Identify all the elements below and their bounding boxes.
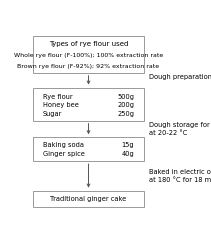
Text: Sugar: Sugar (43, 111, 62, 117)
Text: Dough storage for 5 days
at 20-22 °C: Dough storage for 5 days at 20-22 °C (149, 122, 211, 136)
Bar (33, 87, 144, 121)
Text: 250g: 250g (117, 111, 134, 117)
Text: Types of rye flour used: Types of rye flour used (49, 41, 128, 47)
Text: 500g: 500g (117, 94, 134, 100)
Text: Brown rye flour (F-92%); 92% extraction rate: Brown rye flour (F-92%); 92% extraction … (18, 64, 160, 69)
Bar (33, 137, 144, 161)
Text: Baking soda: Baking soda (43, 142, 84, 148)
Text: Baked in electric oven
at 180 °C for 18 min.: Baked in electric oven at 180 °C for 18 … (149, 169, 211, 183)
Bar (33, 191, 144, 207)
Text: 200g: 200g (117, 102, 134, 108)
Text: Ginger spice: Ginger spice (43, 152, 85, 158)
Text: Whole rye flour (F-100%); 100% extraction rate: Whole rye flour (F-100%); 100% extractio… (14, 53, 163, 58)
Text: Traditional ginger cake: Traditional ginger cake (50, 196, 127, 202)
Text: Dough preparation: Dough preparation (149, 74, 211, 80)
Bar (33, 36, 144, 73)
Text: 15g: 15g (122, 142, 134, 148)
Text: Honey bee: Honey bee (43, 102, 79, 108)
Text: 40g: 40g (122, 152, 134, 158)
Text: Rye flour: Rye flour (43, 94, 72, 100)
